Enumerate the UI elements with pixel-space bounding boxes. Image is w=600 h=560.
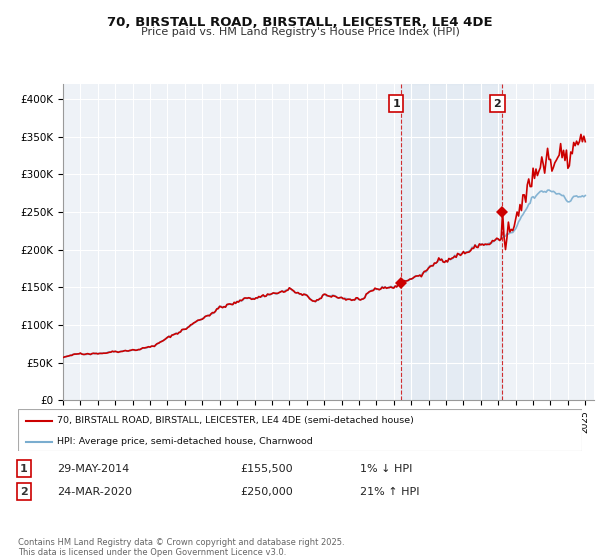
Text: Price paid vs. HM Land Registry's House Price Index (HPI): Price paid vs. HM Land Registry's House …	[140, 27, 460, 37]
Text: 1: 1	[20, 464, 28, 474]
Text: 24-MAR-2020: 24-MAR-2020	[57, 487, 132, 497]
Text: 2: 2	[20, 487, 28, 497]
Bar	[401, 84, 502, 400]
Text: 1% ↓ HPI: 1% ↓ HPI	[360, 464, 412, 474]
Text: 70, BIRSTALL ROAD, BIRSTALL, LEICESTER, LE4 4DE (semi-detached house): 70, BIRSTALL ROAD, BIRSTALL, LEICESTER, …	[58, 416, 415, 425]
Text: Contains HM Land Registry data © Crown copyright and database right 2025.
This d: Contains HM Land Registry data © Crown c…	[18, 538, 344, 557]
Text: £250,000: £250,000	[240, 487, 293, 497]
Text: 21% ↑ HPI: 21% ↑ HPI	[360, 487, 419, 497]
Text: 2: 2	[494, 99, 501, 109]
Text: £155,500: £155,500	[240, 464, 293, 474]
Text: HPI: Average price, semi-detached house, Charnwood: HPI: Average price, semi-detached house,…	[58, 437, 313, 446]
Text: 29-MAY-2014: 29-MAY-2014	[57, 464, 129, 474]
Text: 70, BIRSTALL ROAD, BIRSTALL, LEICESTER, LE4 4DE: 70, BIRSTALL ROAD, BIRSTALL, LEICESTER, …	[107, 16, 493, 29]
Text: 1: 1	[392, 99, 400, 109]
